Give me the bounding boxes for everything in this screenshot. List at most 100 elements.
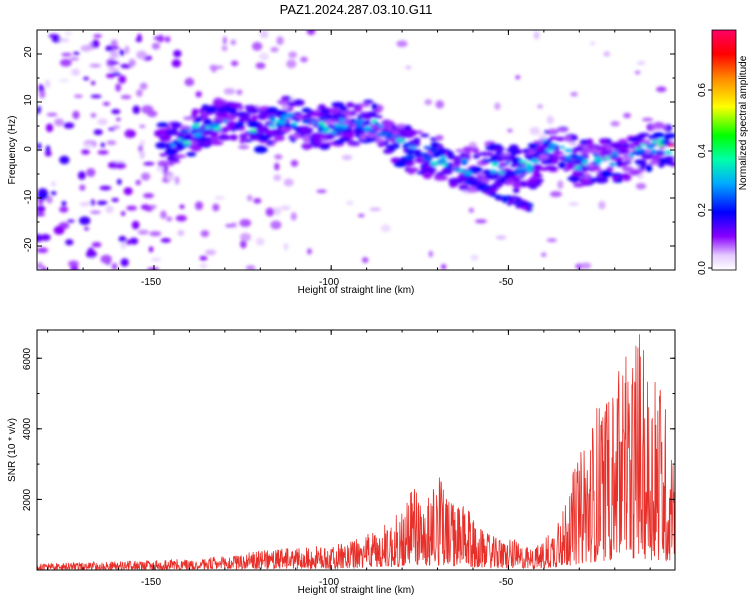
spectrogram-cell (80, 45, 92, 52)
spectrogram-cell (524, 163, 532, 168)
spectrogram-cell (393, 161, 407, 168)
spectrogram-cell (371, 103, 378, 110)
spectrogram-cell (156, 122, 169, 128)
spectrogram-cell (523, 167, 532, 171)
spectrogram-cell (157, 160, 170, 168)
spectrogram-xtick-label: -50 (499, 277, 514, 288)
spectrogram-cell (460, 158, 469, 163)
spectrogram-cell (638, 132, 650, 137)
spectrogram-cell (660, 140, 669, 146)
spectrogram-cell (507, 129, 513, 133)
spectrogram-cell (183, 141, 192, 146)
spectrogram-cell (547, 128, 558, 134)
spectrogram-cell (251, 41, 263, 51)
spectrogram-cell (319, 143, 331, 150)
spectrogram-cell (200, 230, 210, 238)
spectrogram-cell (435, 134, 444, 141)
spectrogram-cell (276, 36, 284, 45)
spectrogram-cell (159, 153, 168, 157)
spectrogram-cell (124, 45, 130, 55)
spectrogram-cell (420, 133, 430, 138)
spectrogram-cell (204, 107, 217, 113)
snr-xtick-label: -100 (319, 577, 339, 588)
spectrogram-cell (283, 178, 294, 187)
spectrogram-cell (290, 159, 299, 167)
spectrogram-cell (48, 34, 60, 38)
spectrogram-cell (499, 178, 507, 183)
spectrogram-cell (173, 49, 182, 58)
spectrogram-cell (610, 154, 618, 159)
snr-series-line (37, 334, 675, 570)
spectrogram-cell (391, 143, 400, 148)
spectrogram-cell (77, 171, 86, 180)
spectrogram-cell (37, 247, 49, 254)
spectrogram-cell (404, 155, 414, 159)
colorbar-label: Normalized spectral amplitude (738, 55, 749, 190)
spectrogram-cell (430, 161, 440, 166)
spectrogram-cell (333, 139, 345, 145)
spectrogram-cell (515, 204, 523, 209)
spectrogram-cell (199, 255, 208, 261)
spectrogram-cell (576, 167, 583, 171)
spectrogram-cell (268, 124, 277, 128)
spectrogram-cell (628, 153, 634, 158)
spectrogram-cell (172, 154, 187, 159)
spectrogram-cell (178, 134, 184, 139)
spectrogram-cell (540, 160, 549, 165)
spectrogram-cell (90, 199, 95, 206)
spectrogram-cell (247, 195, 253, 202)
spectrogram-cell (149, 231, 162, 237)
spectrogram-cell (204, 249, 217, 256)
spectrogram-cell (569, 154, 579, 159)
spectrogram-cell (139, 124, 146, 128)
spectrogram-cell (222, 36, 227, 45)
spectrogram-cell (613, 150, 618, 155)
spectrogram-cell (519, 180, 527, 185)
spectrogram-cell (167, 161, 175, 167)
spectrogram-cell (44, 150, 52, 157)
spectrogram-cell (540, 138, 547, 142)
spectrogram-cell (107, 67, 120, 72)
spectrogram-cell (74, 94, 83, 98)
spectrogram-cell (563, 168, 570, 172)
spectrogram-cell (318, 121, 326, 126)
spectrogram-cell (491, 162, 498, 166)
spectrogram-cell (358, 131, 365, 135)
spectrogram-cell (545, 148, 556, 152)
spectrogram-cell (67, 219, 75, 223)
spectrogram-xtick-label: -150 (141, 277, 161, 288)
colorbar-tick-label: 0.0 (697, 261, 708, 275)
spectrogram-cell (640, 143, 647, 147)
spectrogram-cell (164, 148, 178, 156)
spectrogram-cell (192, 132, 202, 138)
spectrogram-cell (59, 58, 72, 67)
spectrogram-cell (177, 230, 185, 236)
spectrogram-cell (639, 162, 646, 171)
spectrogram-cell (196, 129, 205, 132)
spectrogram-cell (109, 49, 119, 58)
spectrogram-cell (53, 225, 65, 235)
spectrogram-cell (110, 39, 118, 48)
spectrogram-cell (385, 136, 393, 140)
spectrogram-ytick-label: 10 (23, 94, 34, 106)
spectrogram-cell (270, 117, 276, 123)
spectrogram-cell (120, 258, 129, 267)
spectrogram-cell (641, 117, 654, 122)
spectrogram-cell (489, 193, 497, 197)
spectrogram-cell (214, 196, 225, 200)
spectrogram-cell (222, 126, 236, 130)
spectrogram-cell (58, 38, 70, 42)
spectrogram-cell (280, 205, 291, 211)
spectrogram-cell (179, 204, 185, 209)
spectrogram-cell (46, 112, 58, 117)
spectrogram-cell (213, 99, 225, 107)
spectrogram-cell (64, 31, 72, 36)
spectrogram-cell (187, 77, 193, 86)
spectrogram-cell (50, 181, 56, 187)
spectrogram-cell (650, 124, 664, 130)
spectrogram-cell (477, 152, 492, 156)
spectrogram-cell (665, 161, 674, 166)
spectrogram-cell (447, 150, 454, 158)
spectrogram-cell (186, 151, 197, 157)
spectrogram-cell (350, 141, 360, 145)
